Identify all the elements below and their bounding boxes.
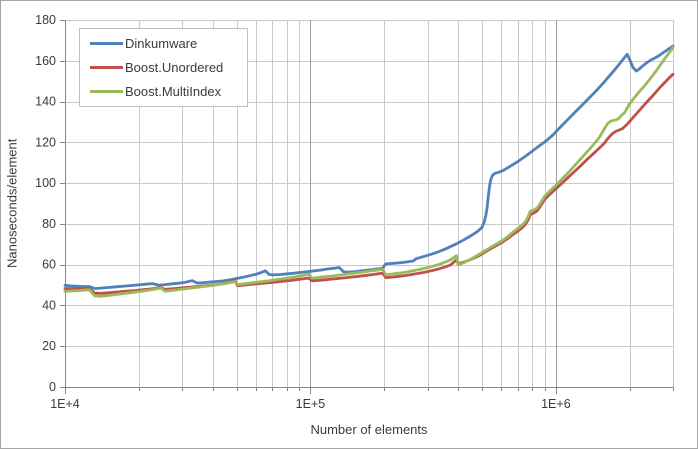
y-tick-label: 100: [35, 176, 56, 190]
y-axis-title: Nanoseconds/element: [4, 138, 20, 269]
y-tick-label: 0: [49, 380, 56, 394]
y-tick-label: 40: [42, 298, 56, 312]
y-tick-label: 80: [42, 217, 56, 231]
line-swatch-boost-unordered: [90, 65, 123, 69]
y-tick-label: 180: [35, 13, 56, 27]
x-axis-title: Number of elements: [310, 422, 428, 437]
y-tick-label: 160: [35, 54, 56, 68]
x-tick-label: 1E+4: [50, 397, 80, 411]
y-tick-label: 60: [42, 258, 56, 272]
legend-label: Boost.MultiIndex: [125, 84, 222, 100]
series-line-boost-multiindex: [63, 45, 675, 298]
series-line-dinkumware: [63, 44, 675, 290]
y-tick-label: 140: [35, 95, 56, 109]
legend-entry-boost-unordered: Boost.Unordered: [80, 55, 247, 79]
line-swatch-dinkumware: [90, 41, 123, 45]
y-tick-label: 20: [42, 339, 56, 353]
x-tick-label: 1E+6: [541, 397, 571, 411]
line-swatch-boost-multiindex: [90, 90, 123, 94]
legend-entry-dinkumware: Dinkumware: [80, 31, 247, 55]
legend-label: Boost.Unordered: [125, 59, 224, 75]
y-tick-label: 120: [35, 135, 56, 149]
x-tick-label: 1E+5: [296, 397, 326, 411]
legend-label: Dinkumware: [125, 35, 198, 51]
chart-legend: Dinkumware Boost.Unordered Boost.MultiIn…: [79, 28, 248, 107]
legend-entry-boost-multiindex: Boost.MultiIndex: [80, 80, 247, 104]
